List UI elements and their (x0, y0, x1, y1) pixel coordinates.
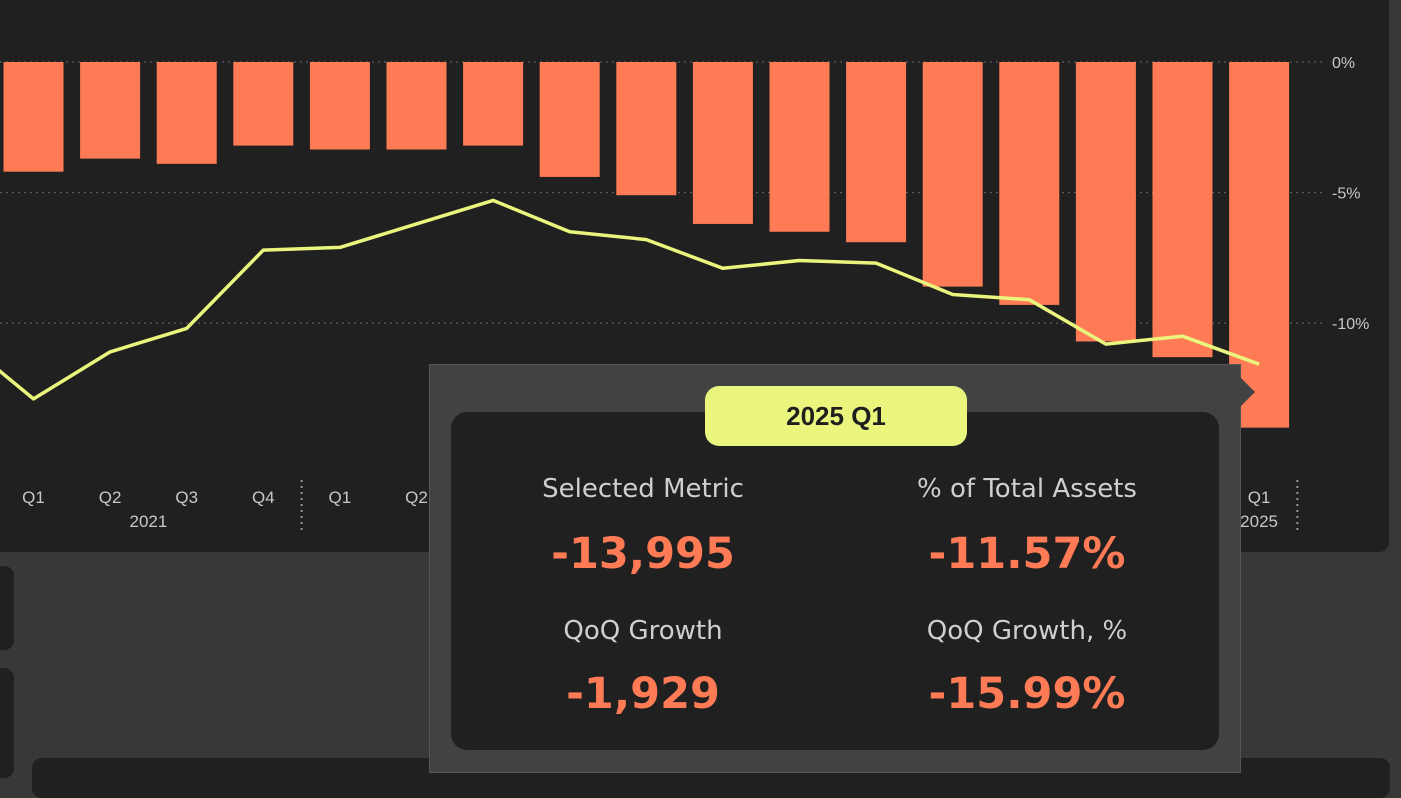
bar (463, 62, 524, 146)
bar (922, 62, 983, 287)
pct-total-assets-value: -11.57% (928, 529, 1126, 579)
bar (846, 62, 907, 243)
bar (386, 62, 447, 150)
bar (692, 62, 753, 224)
side-panel-bottom (0, 668, 14, 778)
year-label: 2021 (129, 512, 167, 531)
combo-chart[interactable]: 0%-5%-10%Q1Q2Q3Q4Q1Q2Q3Q4Q1Q2Q3Q4Q1Q2Q3Q… (0, 0, 1389, 552)
bar (309, 62, 370, 150)
bar (3, 62, 64, 172)
x-tick-label: Q1 (329, 488, 352, 507)
bar (233, 62, 294, 146)
selected-metric-value: -13,995 (551, 529, 735, 579)
year-label: 2025 (1240, 512, 1278, 531)
y-tick-label: -5% (1332, 186, 1360, 203)
side-panel-top (0, 566, 14, 650)
x-tick-label: Q4 (252, 488, 275, 507)
x-tick-label: Q3 (175, 488, 198, 507)
pct-total-assets-label: % of Total Assets (917, 474, 1137, 504)
qoq-growth-label: QoQ Growth (563, 616, 723, 646)
qoq-growth-pct-value: -15.99% (928, 669, 1126, 719)
bar (999, 62, 1060, 305)
bar (80, 62, 141, 159)
qoq-growth-value: -1,929 (566, 669, 720, 719)
y-tick-label: -10% (1332, 316, 1369, 333)
bar (539, 62, 600, 177)
tooltip: Selected Metric -13,995 % of Total Asset… (429, 364, 1241, 773)
tooltip-arrow (1240, 377, 1255, 407)
x-tick-label: Q2 (405, 488, 428, 507)
y-tick-label: 0% (1332, 55, 1355, 72)
selected-metric-label: Selected Metric (542, 474, 744, 504)
bar (1152, 62, 1213, 358)
x-tick-label: Q1 (22, 488, 45, 507)
bar (616, 62, 677, 196)
x-tick-label: Q1 (1248, 488, 1271, 507)
x-tick-label: Q2 (99, 488, 122, 507)
bar (769, 62, 830, 232)
qoq-growth-pct-label: QoQ Growth, % (926, 616, 1128, 646)
line-series (0, 198, 1260, 401)
bar (1075, 62, 1136, 342)
bar (156, 62, 217, 164)
tooltip-title: 2025 Q1 (705, 386, 967, 446)
tooltip-body: Selected Metric -13,995 % of Total Asset… (451, 412, 1219, 750)
